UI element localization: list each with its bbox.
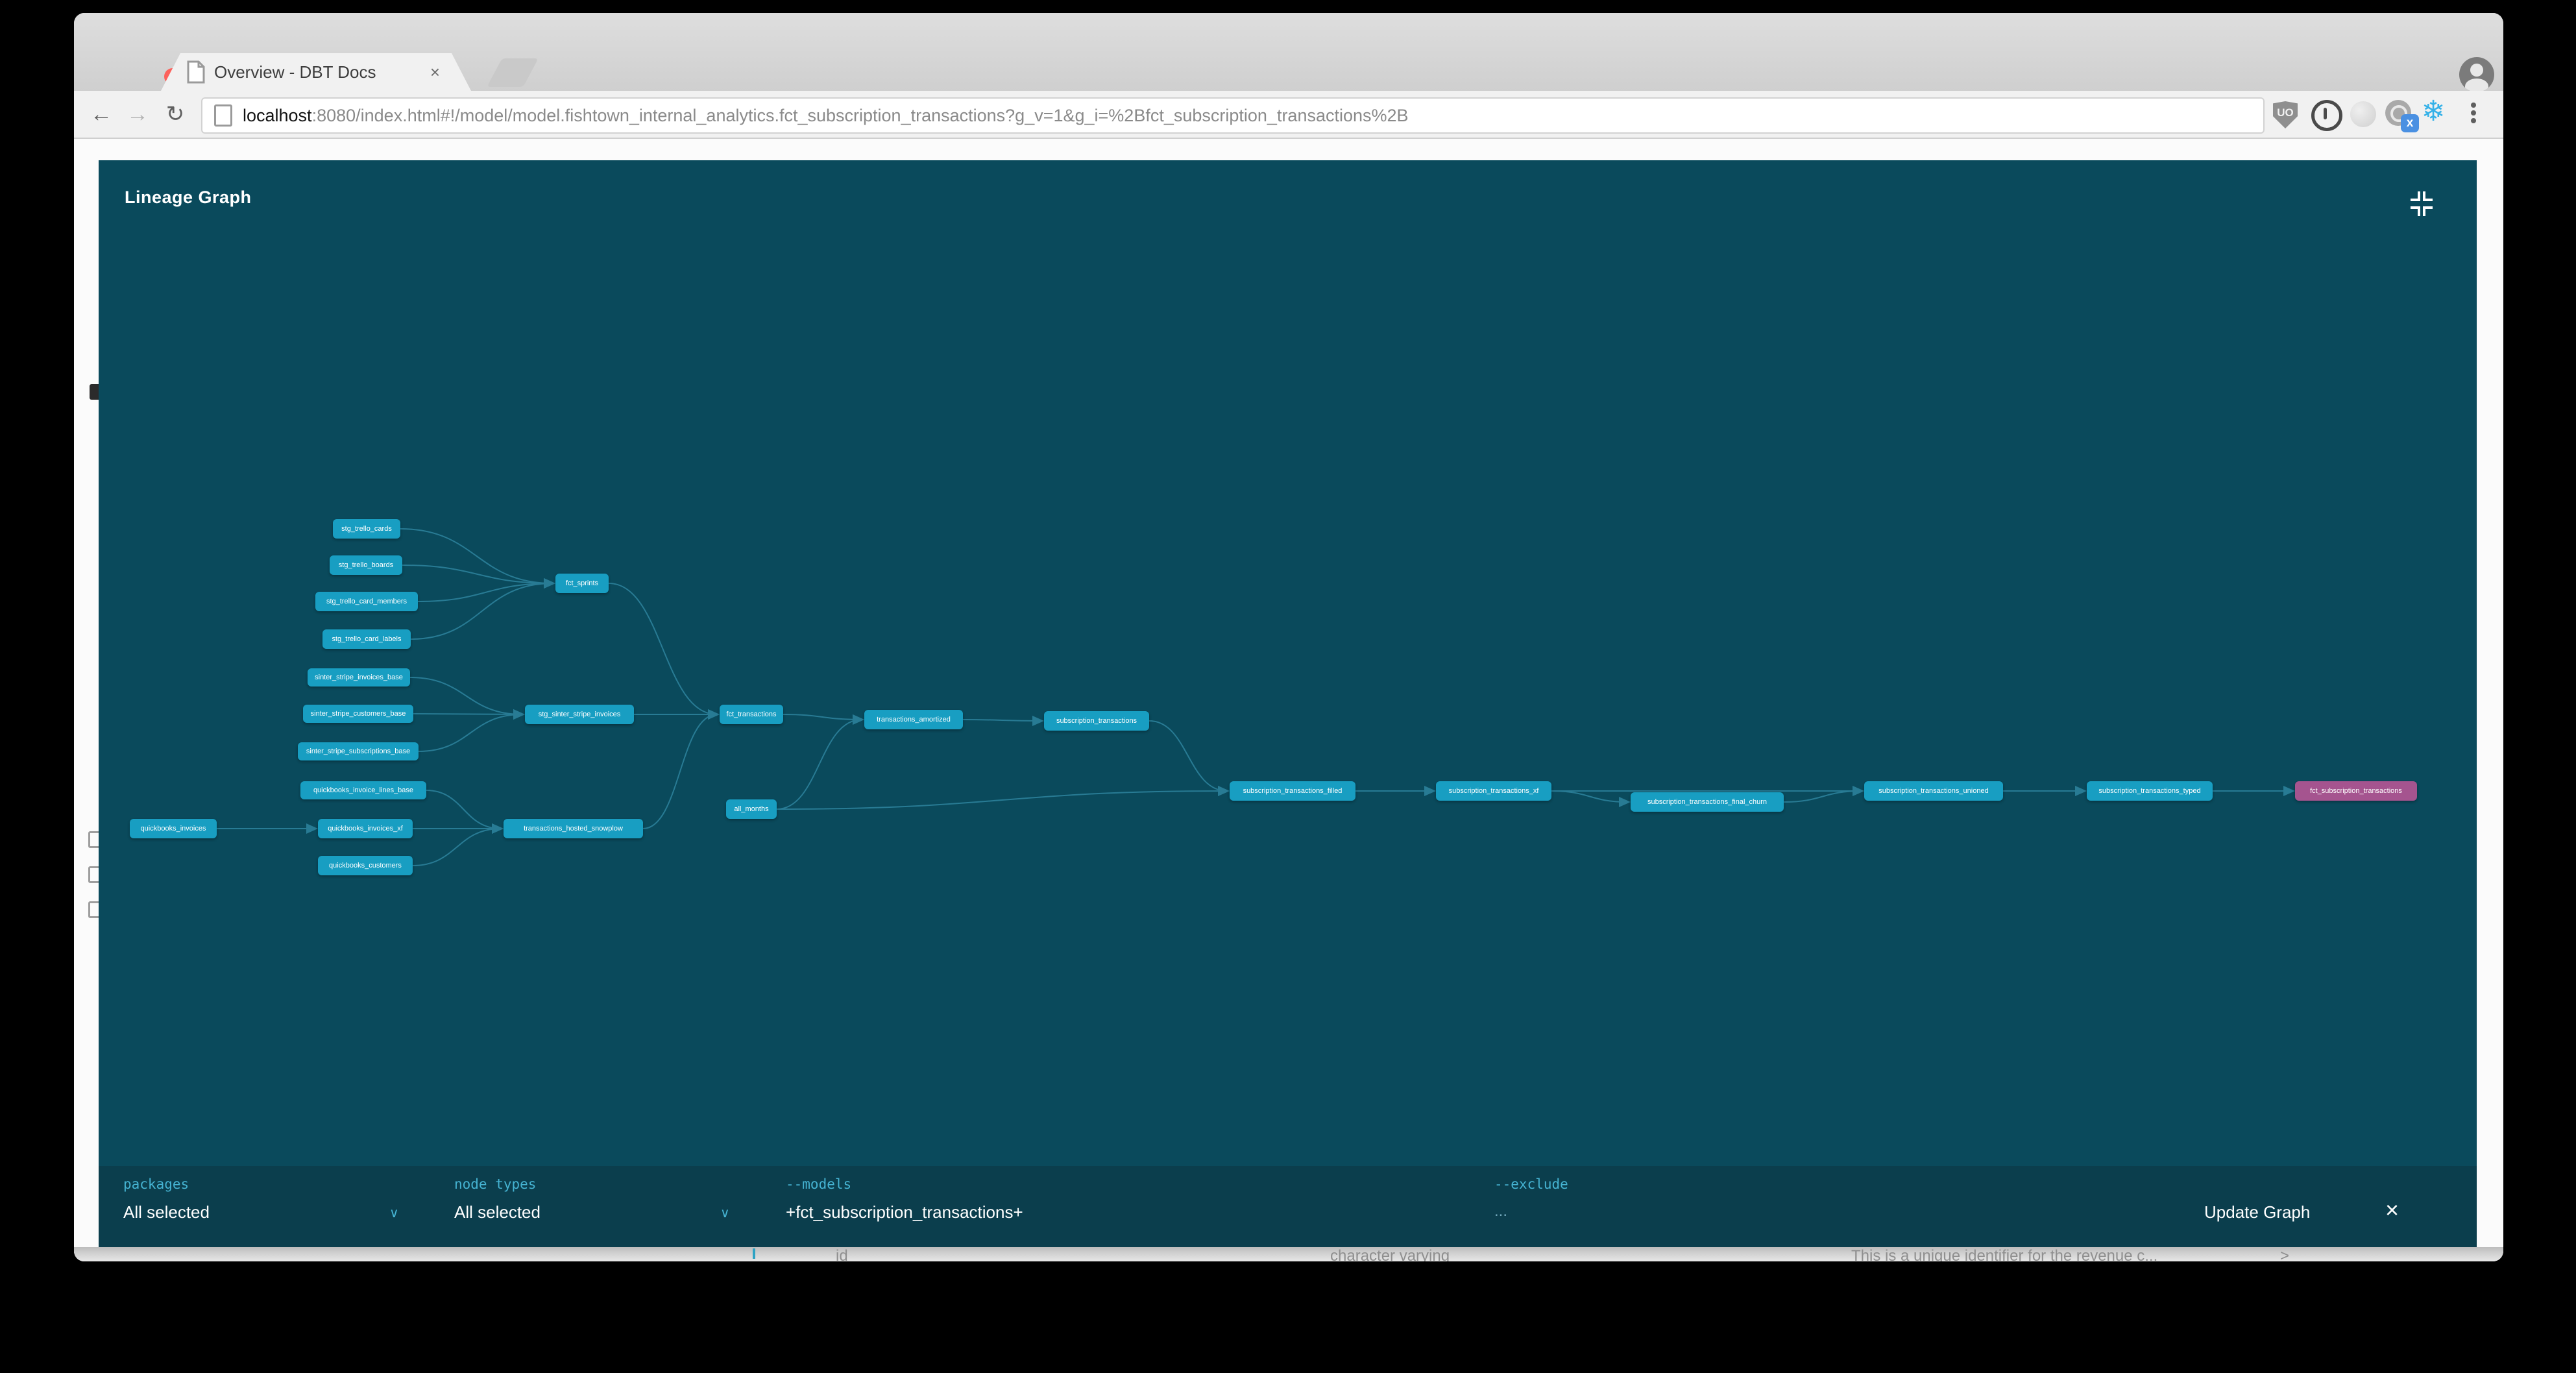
- edge-all_months-to-transactions_amortized: [776, 714, 864, 810]
- page-document-icon: [214, 104, 232, 127]
- edge-subscription_transactions_xf-to-subscription_transactions_final_churn: [1551, 790, 1631, 807]
- graph-node-subscription_transactions_unioned[interactable]: subscription_transactions_unioned: [1864, 781, 2003, 801]
- column-name: id: [836, 1247, 848, 1261]
- graph-node-sinter_stripe_invoices_base[interactable]: sinter_stripe_invoices_base: [308, 668, 410, 686]
- graph-node-stg_trello_boards[interactable]: stg_trello_boards: [330, 555, 402, 575]
- page-favicon-icon: [187, 60, 205, 84]
- avatar-head: [2470, 64, 2483, 77]
- graph-node-subscription_transactions[interactable]: subscription_transactions: [1044, 711, 1149, 731]
- column-type-icon: [753, 1248, 755, 1259]
- edge-fct_transactions-to-transactions_amortized: [783, 714, 864, 725]
- snowflake-extension-icon[interactable]: ❄: [2421, 95, 2446, 127]
- node-types-chevron-down-icon[interactable]: ∨: [720, 1206, 730, 1221]
- tab-title: Overview - DBT Docs: [214, 62, 376, 82]
- lineage-graph-title: Lineage Graph: [125, 188, 252, 207]
- edge-quickbooks_customers-to-transactions_hosted_snowplow: [412, 823, 504, 866]
- graph-node-subscription_transactions_xf[interactable]: subscription_transactions_xf: [1436, 781, 1551, 801]
- graph-node-subscription_transactions_filled[interactable]: subscription_transactions_filled: [1230, 781, 1355, 801]
- lineage-graph-modal: Lineage Graph stg_trello_cards stg_trello…: [99, 160, 2477, 1247]
- collapse-graph-icon[interactable]: [2407, 189, 2436, 219]
- grey-extension-icon[interactable]: [2349, 100, 2377, 128]
- graph-node-quickbooks_invoices[interactable]: quickbooks_invoices: [130, 819, 217, 838]
- graph-node-fct_transactions[interactable]: fct_transactions: [720, 705, 783, 724]
- new-tab-button[interactable]: [487, 58, 539, 87]
- edge-subscription_transactions-to-subscription_transactions_filled: [1148, 720, 1230, 796]
- edge-transactions_hosted_snowplow-to-fct_transactions: [642, 709, 720, 829]
- node-types-label: node types: [454, 1176, 537, 1192]
- exclude-input[interactable]: ...: [1494, 1202, 1508, 1220]
- reload-button[interactable]: ↻: [165, 102, 185, 127]
- graph-node-subscription_transactions_typed[interactable]: subscription_transactions_typed: [2087, 781, 2213, 801]
- browser-menu-icon[interactable]: [2459, 100, 2488, 128]
- packages-select[interactable]: All selected: [123, 1202, 210, 1222]
- edge-stg_trello_card_labels-to-fct_sprints: [410, 578, 555, 640]
- packages-label: packages: [123, 1176, 189, 1192]
- lineage-edges: [217, 528, 2295, 866]
- browser-toolbar: ← → ↻ localhost:8080/index.html#!/model/…: [74, 91, 2503, 139]
- address-bar[interactable]: localhost:8080/index.html#!/model/model.…: [201, 97, 2265, 134]
- graph-node-stg_trello_cards[interactable]: stg_trello_cards: [333, 519, 400, 539]
- graph-node-quickbooks_customers[interactable]: quickbooks_customers: [318, 856, 413, 875]
- graph-node-transactions_amortized[interactable]: transactions_amortized: [864, 710, 963, 729]
- close-graph-icon[interactable]: ×: [2385, 1197, 2400, 1223]
- edge-stg_trello_cards-to-fct_sprints: [400, 528, 555, 589]
- models-label: --models: [786, 1176, 852, 1192]
- edge-stg_trello_boards-to-fct_sprints: [402, 565, 555, 589]
- graph-node-all_months[interactable]: all_months: [726, 799, 777, 819]
- browser-tab[interactable]: Overview - DBT Docs ×: [161, 53, 471, 91]
- forward-button[interactable]: →: [127, 102, 149, 127]
- edge-quickbooks_invoice_lines_base-to-transactions_hosted_snowplow: [426, 790, 504, 834]
- graph-node-sinter_stripe_customers_base[interactable]: sinter_stripe_customers_base: [303, 705, 413, 723]
- back-button[interactable]: ←: [90, 102, 112, 127]
- url-host: localhost: [243, 105, 312, 125]
- graph-node-stg_trello_card_members[interactable]: stg_trello_card_members: [315, 592, 418, 611]
- tab-close-icon[interactable]: ×: [430, 62, 440, 82]
- graph-node-fct_sprints[interactable]: fct_sprints: [555, 574, 609, 593]
- models-input[interactable]: +fct_subscription_transactions+: [786, 1202, 1023, 1222]
- column-description: This is a unique identifier for the reve…: [1851, 1247, 2158, 1261]
- edge-all_months-to-subscription_transactions_filled: [776, 786, 1230, 810]
- avatar-body: [2465, 79, 2488, 92]
- edge-sinter_stripe_subscriptions_base-to-stg_sinter_stripe_invoices: [418, 709, 525, 752]
- row-expand-chevron: >: [2280, 1247, 2290, 1261]
- ublock-extension-icon[interactable]: UO: [2271, 100, 2300, 128]
- graph-node-sinter_stripe_subscriptions_base[interactable]: sinter_stripe_subscriptions_base: [298, 742, 419, 760]
- graph-node-fct_subscription_transactions[interactable]: fct_subscription_transactions: [2295, 781, 2417, 801]
- onepassword-extension-icon[interactable]: [2311, 100, 2342, 131]
- browser-titlebar: Overview - DBT Docs ×: [74, 13, 2503, 92]
- profile-avatar[interactable]: [2459, 57, 2494, 92]
- update-graph-button[interactable]: Update Graph: [2204, 1202, 2311, 1222]
- edge-transactions_amortized-to-subscription_transactions: [962, 715, 1044, 726]
- packages-chevron-down-icon[interactable]: ∨: [389, 1206, 399, 1221]
- graph-filter-bar: packages All selected ∨ node types All s…: [99, 1166, 2477, 1247]
- graph-node-stg_trello_card_labels[interactable]: stg_trello_card_labels: [322, 629, 411, 649]
- edge-sinter_stripe_invoices_base-to-stg_sinter_stripe_invoices: [409, 677, 525, 720]
- graph-node-quickbooks_invoices_xf[interactable]: quickbooks_invoices_xf: [318, 819, 413, 838]
- edge-fct_sprints-to-fct_transactions: [608, 583, 720, 720]
- column-type: character varying: [1330, 1247, 1450, 1261]
- graph-node-transactions_hosted_snowplow[interactable]: transactions_hosted_snowplow: [504, 819, 643, 838]
- graph-node-subscription_transactions_final_churn[interactable]: subscription_transactions_final_churn: [1631, 792, 1784, 812]
- url-path: :8080/index.html#!/model/model.fishtown_…: [311, 105, 1409, 125]
- exclude-label: --exclude: [1494, 1176, 1568, 1192]
- edge-subscription_transactions_final_churn-to-subscription_transactions_unioned: [1783, 786, 1864, 803]
- power-x-extension-icon[interactable]: x: [2384, 100, 2419, 132]
- edge-stg_trello_card_members-to-fct_sprints: [417, 578, 555, 602]
- graph-node-stg_sinter_stripe_invoices[interactable]: stg_sinter_stripe_invoices: [525, 705, 634, 724]
- node-types-select[interactable]: All selected: [454, 1202, 541, 1222]
- graph-node-quickbooks_invoice_lines_base[interactable]: quickbooks_invoice_lines_base: [300, 781, 426, 799]
- columns-table-row: id character varying This is a unique id…: [74, 1247, 2503, 1261]
- browser-window: Overview - DBT Docs × ← → ↻ localhost:80…: [74, 13, 2503, 1261]
